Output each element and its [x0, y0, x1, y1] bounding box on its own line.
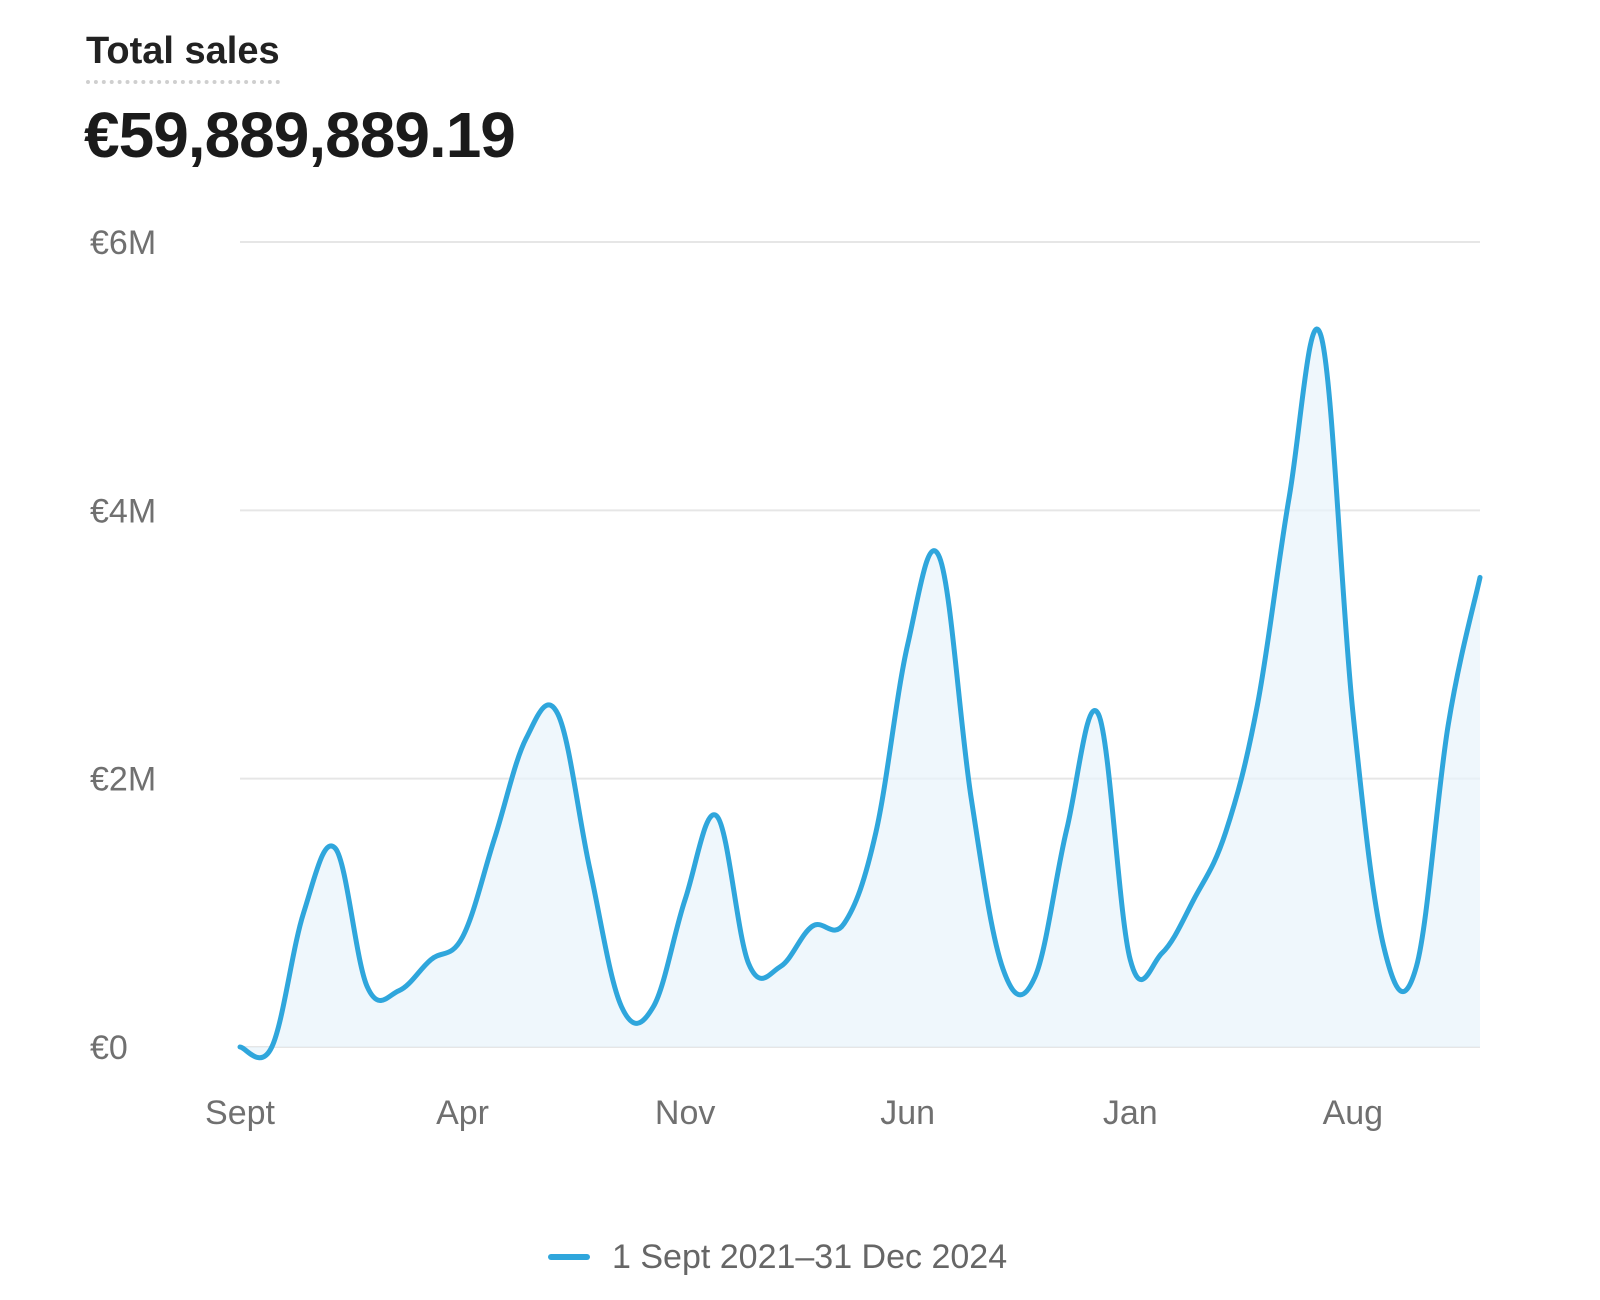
x-tick-label: Aug [1323, 1094, 1384, 1132]
series-area [240, 329, 1480, 1058]
x-tick-label: Jan [1103, 1094, 1158, 1132]
area-fill-layer [240, 329, 1480, 1058]
chart-legend[interactable]: 1 Sept 2021–31 Dec 2024 [548, 1240, 1007, 1274]
y-tick-label: €0 [90, 1029, 128, 1067]
y-tick-label: €6M [90, 224, 156, 262]
legend-swatch [548, 1254, 590, 1260]
x-tick-label: Apr [436, 1094, 489, 1132]
x-tick-label: Jun [880, 1094, 935, 1132]
total-sales-value: €59,889,889.19 [84, 99, 516, 171]
series-line[interactable] [237, 326, 1483, 1061]
y-tick-label: €4M [90, 492, 156, 530]
chart-title: Total sales [86, 30, 280, 84]
x-tick-label: Nov [655, 1094, 715, 1132]
x-axis-ticks: Sept Apr Nov Jun Jan Aug [205, 1094, 1383, 1132]
sales-line-chart: €0 €2M €4M €6M Sept Apr Nov Jun Jan Aug [90, 224, 1483, 1132]
legend-label: 1 Sept 2021–31 Dec 2024 [612, 1238, 1008, 1276]
series-line-layer [237, 326, 1483, 1061]
y-tick-label: €2M [90, 761, 156, 799]
x-tick-label: Sept [205, 1094, 275, 1132]
y-axis-ticks: €0 €2M €4M €6M [90, 224, 156, 1067]
